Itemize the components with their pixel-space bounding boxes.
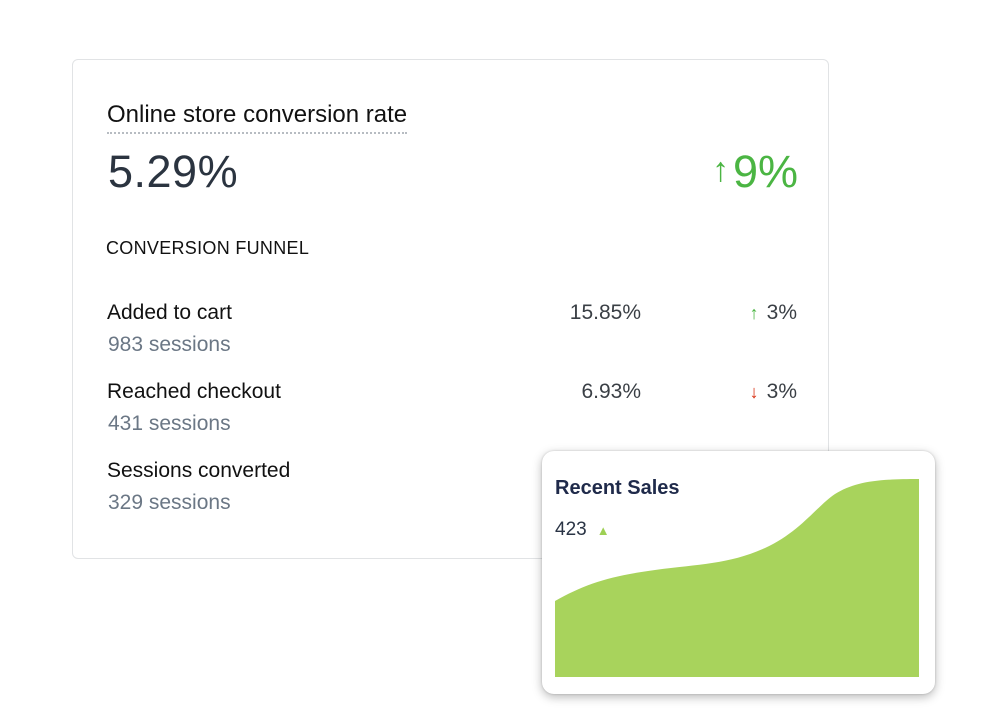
funnel-row-added-to-cart: Added to cart 983 sessions 15.85% ↑ 3% (107, 299, 797, 369)
funnel-row-label: Reached checkout (107, 380, 281, 403)
card-title[interactable]: Online store conversion rate (107, 100, 408, 134)
sales-count: 423 (555, 519, 587, 540)
funnel-row-change: ↓ 3% (750, 378, 797, 406)
funnel-row-reached-checkout: Reached checkout 431 sessions 6.93% ↓ 3% (107, 378, 797, 448)
sales-area-chart (555, 479, 919, 677)
funnel-row-sessions: 431 sessions (108, 412, 231, 435)
sales-value: 423 ▲ (555, 519, 610, 541)
sales-title: Recent Sales (555, 477, 680, 499)
funnel-row-change-value: 3% (766, 301, 797, 324)
arrow-up-icon: ↑ (711, 151, 729, 189)
funnel-row-rate: 6.93% (581, 380, 641, 403)
triangle-up-icon: ▲ (596, 522, 610, 538)
conversion-rate-card: Online store conversion rate 5.29% ↑ 9% … (72, 59, 829, 559)
funnel-row-label: Sessions converted (107, 459, 291, 482)
funnel-row-sessions: 329 sessions (108, 491, 231, 514)
funnel-row-change-value: 3% (766, 380, 797, 403)
funnel-row-change: ↑ 3% (750, 299, 797, 327)
conversion-rate-value: 5.29% (108, 146, 239, 197)
change-value: 9% (732, 146, 798, 197)
recent-sales-card: Recent Sales 423 ▲ (542, 451, 935, 694)
sales-area (555, 479, 919, 677)
funnel-heading: CONVERSION FUNNEL (106, 238, 310, 258)
arrow-down-icon: ↓ (749, 382, 759, 402)
arrow-up-icon: ↑ (749, 303, 759, 323)
conversion-rate-change: ↑ 9% (712, 144, 798, 200)
funnel-row-sessions: 983 sessions (108, 333, 231, 356)
funnel-row-sessions-converted: Sessions converted 329 sessions (107, 457, 797, 527)
funnel-row-rate: 15.85% (569, 301, 641, 324)
funnel-row-label: Added to cart (107, 301, 232, 324)
